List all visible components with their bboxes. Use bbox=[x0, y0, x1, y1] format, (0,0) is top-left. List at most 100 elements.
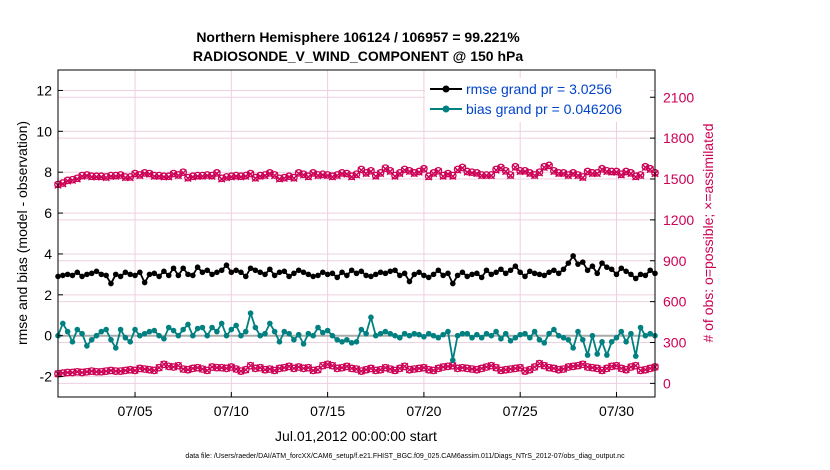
series-rmse-point bbox=[199, 269, 206, 276]
series-bias-point bbox=[339, 339, 345, 345]
series-rmse-point bbox=[512, 263, 519, 270]
series-rmse-point bbox=[392, 267, 398, 274]
obs-bias-possible-mark bbox=[261, 365, 269, 374]
obs-possible-mark bbox=[367, 166, 375, 175]
series-bias-point bbox=[165, 324, 172, 331]
series-rmse-point bbox=[194, 264, 201, 271]
obs-possible-mark bbox=[63, 176, 72, 185]
series-obs-bias bbox=[54, 359, 659, 378]
series-bias-point bbox=[541, 340, 548, 346]
series-rmse-point bbox=[464, 273, 471, 280]
series-bias-point bbox=[74, 326, 81, 333]
series-rmse-point bbox=[642, 272, 649, 279]
obs-possible-mark bbox=[501, 166, 510, 175]
series-rmse-point bbox=[575, 261, 581, 267]
obs-bias-possible-mark bbox=[213, 363, 221, 372]
obs-bias-possible-mark bbox=[251, 364, 260, 373]
obs-bias-possible-mark bbox=[347, 364, 356, 373]
series-bias-point bbox=[353, 339, 360, 345]
series-bias-point bbox=[363, 330, 369, 337]
obs-assimilated-mark bbox=[126, 173, 134, 182]
x-tick-label: 07/10 bbox=[214, 403, 249, 419]
obs-possible-mark bbox=[275, 174, 284, 183]
series-rmse-point bbox=[329, 270, 336, 277]
series-rmse-point bbox=[483, 267, 490, 274]
obs-bias-possible-mark bbox=[444, 362, 452, 371]
series-bias-point bbox=[459, 330, 466, 337]
series-bias-point bbox=[478, 334, 485, 341]
series-rmse-point bbox=[300, 269, 307, 276]
obs-assimilated-mark bbox=[420, 165, 428, 174]
series-bias-point bbox=[618, 328, 625, 335]
series-rmse-point bbox=[632, 275, 639, 282]
series-bias-point bbox=[647, 330, 653, 337]
series-bias-point bbox=[214, 328, 220, 335]
obs-assimilated-mark bbox=[381, 165, 390, 173]
y-right-tick-label: 600 bbox=[663, 294, 687, 310]
series-bias-point bbox=[334, 336, 341, 343]
series-bias-point bbox=[93, 332, 100, 339]
series-bias-point bbox=[613, 334, 620, 341]
y-left-tick-label: 8 bbox=[44, 164, 52, 180]
series-bias-point bbox=[348, 340, 355, 346]
series-rmse-point bbox=[305, 271, 312, 278]
x-tick-label: 07/25 bbox=[503, 403, 538, 419]
series-rmse-point bbox=[493, 269, 499, 276]
plot-frame bbox=[57, 69, 656, 398]
series-rmse-point bbox=[421, 272, 427, 279]
series-rmse-point bbox=[363, 272, 369, 279]
y-axis-label-left: rmse and bias (model - observation) bbox=[14, 121, 30, 345]
series-bias-point bbox=[141, 330, 148, 337]
series-rmse-point bbox=[190, 272, 196, 279]
obs-bias-possible-mark bbox=[73, 367, 82, 376]
series-bias-point bbox=[430, 332, 437, 339]
series-bias-point bbox=[84, 343, 90, 349]
series-bias-point bbox=[233, 322, 239, 329]
series-bias-point bbox=[310, 332, 316, 339]
series-rmse-point bbox=[425, 274, 432, 281]
series-rmse-point bbox=[488, 271, 495, 278]
obs-possible-mark bbox=[641, 162, 650, 171]
series-rmse-point bbox=[478, 274, 485, 281]
y-right-tick-label: 1200 bbox=[663, 212, 694, 228]
series-bias-point bbox=[112, 345, 119, 351]
series-rmse-point bbox=[628, 271, 634, 278]
series-bias-point bbox=[122, 334, 129, 341]
series-rmse-point bbox=[93, 268, 100, 275]
obs-bias-possible-mark bbox=[111, 367, 120, 375]
series-rmse bbox=[55, 253, 658, 287]
obs-bias-possible-mark bbox=[371, 366, 380, 375]
series-bias-point bbox=[512, 334, 519, 341]
series-bias-point bbox=[295, 331, 302, 338]
series-rmse-point bbox=[88, 270, 95, 277]
series-rmse-point bbox=[647, 267, 653, 274]
obs-bias-possible-mark bbox=[188, 364, 197, 373]
series-bias-point bbox=[137, 332, 143, 339]
series-bias-point bbox=[368, 314, 374, 321]
obs-bias-possible-mark bbox=[424, 365, 433, 374]
obs-assimilated-mark bbox=[299, 171, 308, 179]
obs-bias-possible-mark bbox=[83, 367, 91, 376]
series-bias-point bbox=[604, 352, 610, 358]
obs-assimilated-mark bbox=[261, 171, 269, 180]
series-rmse-point bbox=[315, 272, 321, 279]
y-right-tick-label: 2100 bbox=[663, 89, 694, 105]
series-bias-point bbox=[594, 351, 601, 357]
series-rmse-point bbox=[295, 267, 302, 274]
obs-possible-mark bbox=[420, 164, 428, 173]
obs-assimilated-mark bbox=[473, 169, 481, 178]
series-bias-point bbox=[281, 328, 288, 335]
series-bias-point bbox=[551, 326, 557, 333]
series-bias-point bbox=[502, 330, 509, 337]
series-bias-point bbox=[315, 324, 321, 331]
series-bias-point bbox=[382, 328, 389, 335]
obs-bias-possible-mark bbox=[135, 364, 144, 373]
y-axis-label-right: # of obs: o=possible; ×=assimilated bbox=[700, 123, 716, 342]
series-bias-point bbox=[565, 336, 572, 343]
series-bias-point bbox=[132, 326, 138, 333]
series-bias-point bbox=[286, 330, 292, 337]
series-bias-point bbox=[223, 332, 230, 339]
series-rmse-point bbox=[377, 269, 384, 276]
obs-possible-mark bbox=[256, 171, 265, 180]
x-tick-label: 07/05 bbox=[118, 403, 153, 419]
